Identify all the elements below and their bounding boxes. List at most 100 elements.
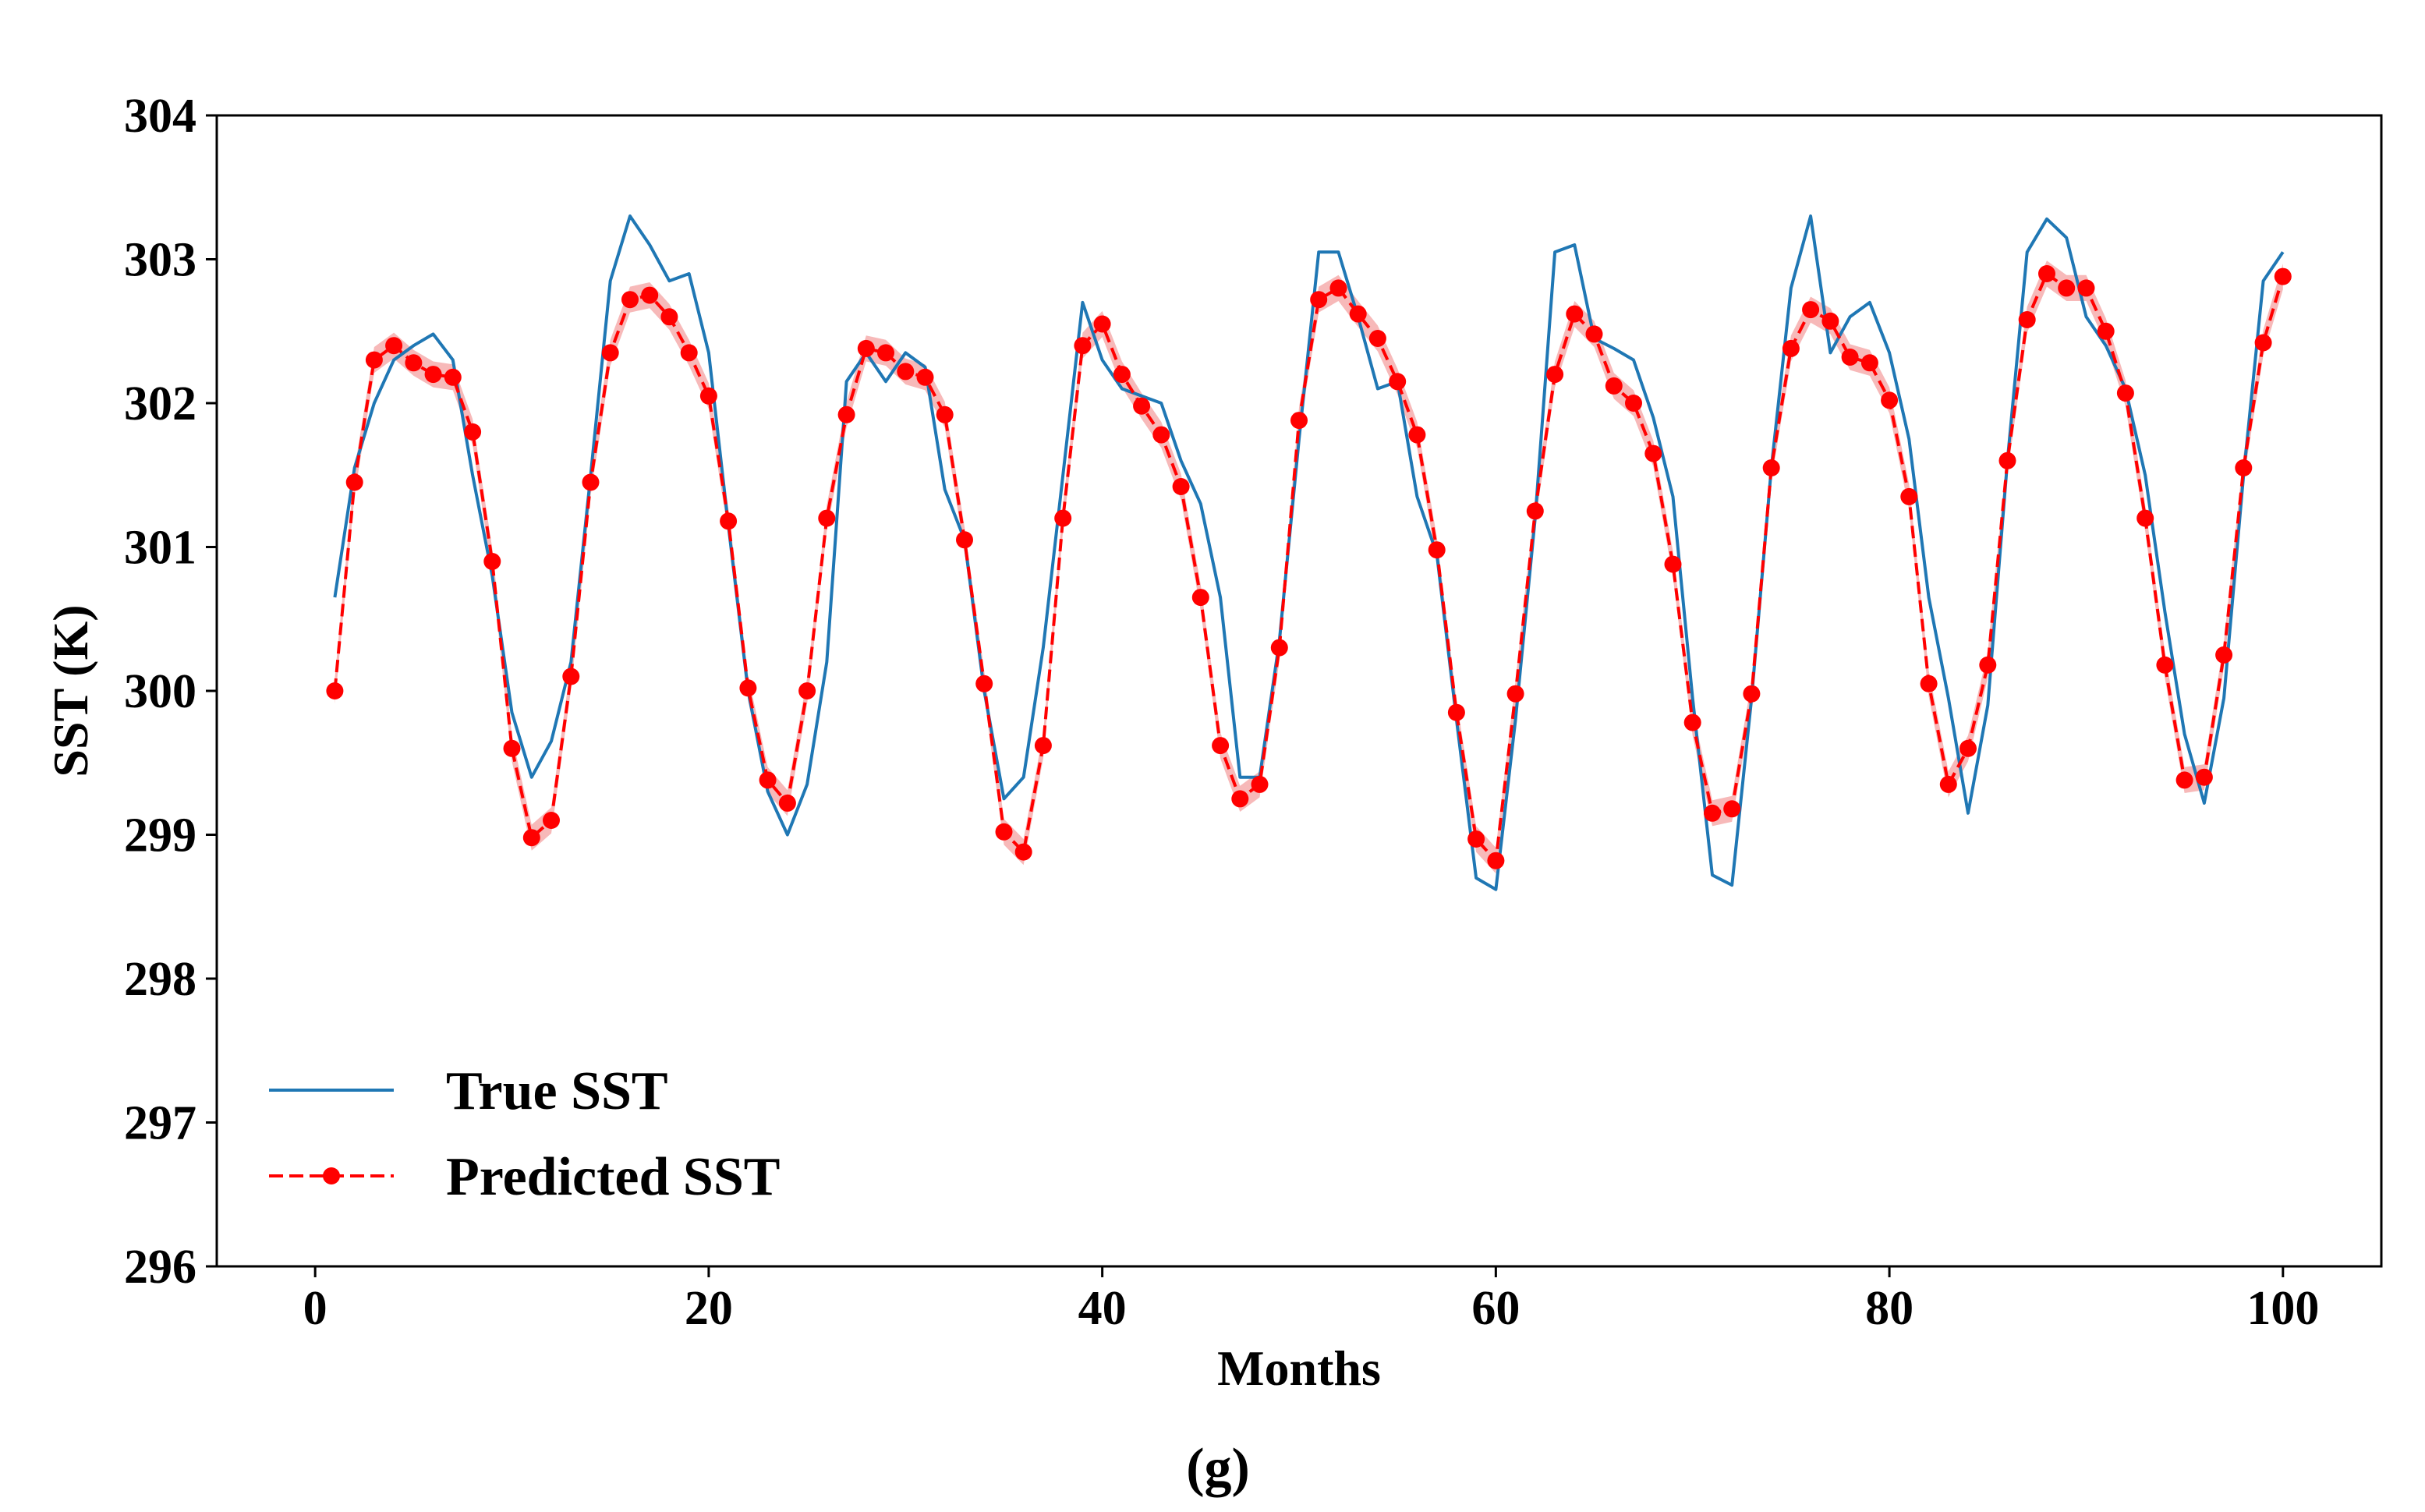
predicted-sst-point [503, 739, 521, 757]
predicted-sst-point [2097, 322, 2115, 340]
predicted-sst-point [1231, 790, 1249, 808]
predicted-sst-point [385, 337, 403, 355]
predicted-sst-point [543, 812, 560, 829]
predicted-sst-point [2195, 768, 2213, 786]
predicted-sst-point [405, 354, 423, 372]
predicted-sst-point [720, 512, 738, 530]
predicted-sst-point [680, 344, 698, 362]
predicted-sst-point [522, 829, 540, 847]
predicted-sst-point [2058, 279, 2076, 297]
predicted-sst-point [897, 363, 915, 381]
predicted-sst-point [2038, 265, 2055, 282]
predicted-sst-point [2136, 509, 2154, 527]
predicted-sst-point [1605, 377, 1623, 395]
predicted-sst-point [1270, 639, 1288, 657]
predicted-sst-point [1762, 459, 1780, 476]
predicted-sst-point [956, 531, 973, 549]
predicted-sst-point [1625, 395, 1642, 412]
true-sst-line [333, 214, 2285, 891]
x-tick-label: 20 [685, 1282, 733, 1335]
x-tick-label: 0 [303, 1282, 327, 1335]
predicted-sst-point [1900, 487, 1918, 505]
legend: True SST Predicted SST [269, 1061, 780, 1207]
y-tick-label: 304 [124, 90, 196, 143]
predicted-sst-point [1428, 541, 1446, 559]
predicted-sst-point [1014, 843, 1032, 861]
x-tick-label: 40 [1078, 1282, 1127, 1335]
predicted-sst-point [1349, 305, 1367, 323]
x-tick-label: 100 [2246, 1282, 2319, 1335]
predicted-sst-point [1368, 330, 1386, 347]
predicted-sst-point [2254, 334, 2272, 352]
predicted-sst-layer [326, 265, 2292, 869]
x-axis-ticks: 0 20 40 60 80 100 [303, 1266, 2319, 1335]
predicted-sst-point [1959, 739, 1977, 757]
predicted-sst-point [995, 823, 1013, 841]
predicted-sst-point [1251, 775, 1269, 793]
predicted-sst-point [1743, 685, 1761, 703]
y-tick-label: 298 [124, 953, 196, 1006]
predicted-sst-point [641, 286, 659, 304]
predicted-sst-point [798, 682, 816, 699]
y-axis-title: SST (K) [43, 604, 98, 777]
predicted-sst-point [1133, 397, 1151, 415]
predicted-sst-point [2215, 646, 2233, 664]
x-axis-title: Months [1217, 1340, 1381, 1396]
legend-true-label: True SST [446, 1061, 668, 1121]
predicted-sst-point [1487, 852, 1505, 869]
predicted-sst-point [601, 344, 619, 362]
legend-predicted-marker [323, 1167, 340, 1184]
predicted-sst-point [1841, 349, 1859, 366]
predicted-sst-point [1290, 412, 1308, 430]
predicted-sst-point [2116, 384, 2134, 402]
predicted-sst-point [739, 679, 757, 697]
y-tick-label: 301 [124, 522, 196, 575]
predicted-sst-point [857, 339, 875, 357]
predicted-sst-point [877, 344, 894, 362]
predicted-sst-point [1447, 703, 1465, 721]
predicted-sst-point [1644, 444, 1662, 462]
predicted-sst-point [2175, 771, 2193, 789]
predicted-sst-point [1998, 451, 2016, 469]
predicted-sst-point [1546, 366, 1564, 384]
predicted-sst-point [1034, 737, 1052, 755]
y-tick-label: 296 [124, 1241, 196, 1294]
y-tick-label: 300 [124, 665, 196, 718]
predicted-sst-point [621, 291, 639, 309]
y-tick-label: 299 [124, 809, 196, 862]
predicted-sst-point [444, 368, 462, 386]
predicted-sst-point [562, 667, 580, 685]
predicted-sst-point [1939, 775, 1957, 793]
predicted-sst-point [1782, 339, 1800, 357]
predicted-sst-point [1506, 685, 1524, 703]
predicted-sst-point [1526, 502, 1544, 520]
predicted-sst-point [1408, 426, 1426, 444]
predicted-sst-point [660, 308, 678, 326]
predicted-sst-point [1664, 555, 1682, 573]
predicted-sst-point [1683, 714, 1701, 731]
y-tick-label: 297 [124, 1097, 196, 1150]
predicted-sst-point [778, 794, 796, 812]
predicted-sst-point [1920, 675, 1938, 692]
predicted-sst-point [1821, 312, 1839, 330]
predicted-sst-point [1566, 305, 1584, 323]
predicted-sst-point [1467, 830, 1485, 848]
predicted-sst-point [345, 473, 363, 491]
predicted-sst-point [2274, 267, 2292, 285]
predicted-sst-point [699, 387, 717, 405]
predicted-sst-point [2235, 459, 2253, 476]
predicted-sst-point [1329, 279, 1347, 297]
predicted-sst-point [483, 553, 501, 570]
true-sst-layer [333, 214, 2285, 891]
predicted-sst-point [916, 368, 934, 386]
predicted-sst-point [975, 675, 993, 692]
predicted-sst-point [424, 366, 442, 384]
x-tick-label: 80 [1865, 1282, 1913, 1335]
predicted-sst-point [1389, 373, 1407, 391]
predicted-sst-point [1152, 426, 1170, 444]
predicted-sst-point [1172, 478, 1190, 495]
figure-caption: (g) [1186, 1438, 1250, 1498]
predicted-sst-line [333, 271, 2285, 865]
predicted-sst-point [365, 351, 383, 369]
